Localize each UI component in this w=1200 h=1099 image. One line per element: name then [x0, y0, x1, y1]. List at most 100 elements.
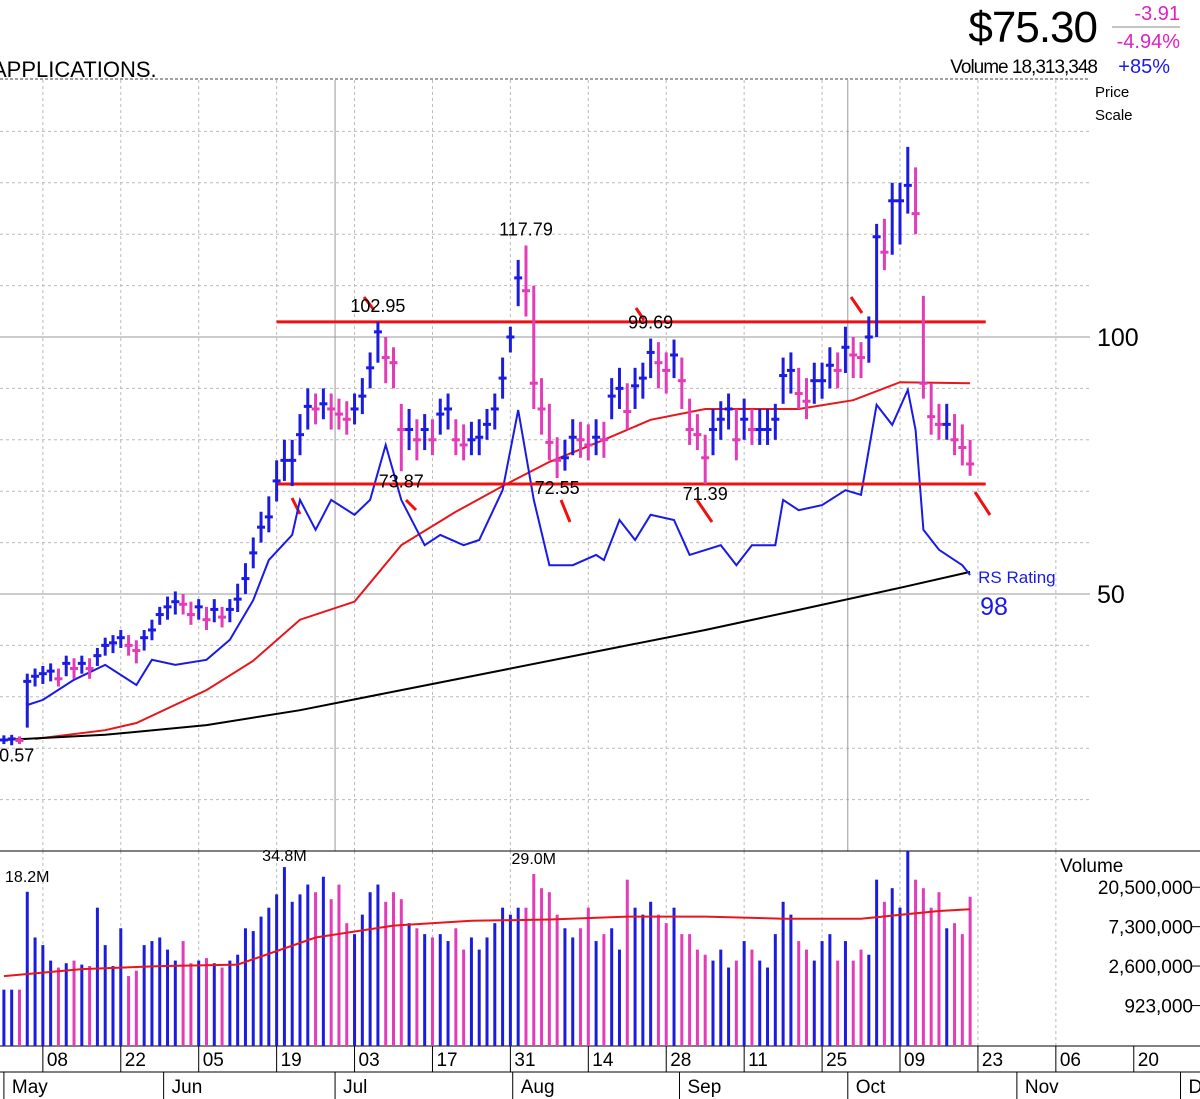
- volume-bar: [859, 949, 863, 1046]
- volume-bar: [337, 884, 341, 1046]
- volume-bar: [197, 960, 201, 1046]
- volume-bar: [610, 928, 614, 1046]
- x-tick-label: 06: [1060, 1050, 1081, 1071]
- volume-tick-label: 7,300,000: [1108, 918, 1193, 939]
- volume-bar: [189, 963, 193, 1046]
- volume-bar: [836, 960, 840, 1046]
- volume-bar: [430, 937, 434, 1046]
- price-change: -3.91: [1134, 3, 1180, 25]
- volume-bar: [493, 923, 497, 1046]
- volume-bar: [586, 907, 590, 1046]
- volume-bar: [80, 964, 84, 1046]
- volume-bar: [820, 941, 824, 1046]
- volume-bar: [641, 914, 645, 1046]
- volume-bar: [766, 967, 770, 1046]
- pivot-mark: [290, 497, 302, 515]
- volume-bar: [617, 949, 621, 1046]
- volume-bar: [812, 960, 816, 1046]
- line: [26, 386, 971, 706]
- pivot-mark: [695, 499, 714, 523]
- volume-bar: [571, 937, 575, 1046]
- volume-bar: [540, 888, 544, 1046]
- volume-bar: [158, 937, 162, 1046]
- volume-annotation: 29.0M: [512, 851, 556, 868]
- volume-bar: [2, 989, 6, 1046]
- month-label: Nov: [1025, 1077, 1059, 1098]
- price-annotation: 71.39: [683, 484, 728, 504]
- last-price: $75.30: [968, 3, 1097, 52]
- volume-bar: [804, 949, 808, 1046]
- line: [3, 570, 971, 741]
- volume-bar: [649, 901, 653, 1046]
- volume-bar: [680, 934, 684, 1046]
- x-tick-label: 23: [982, 1050, 1003, 1071]
- volume-bar: [789, 914, 793, 1046]
- volume-bar: [17, 989, 21, 1046]
- volume-bar: [797, 941, 801, 1046]
- volume-title: Volume: [1060, 856, 1123, 877]
- month-label: Aug: [521, 1077, 555, 1098]
- volume-bar: [454, 928, 458, 1046]
- volume-bar: [921, 888, 925, 1046]
- volume-bar: [33, 937, 37, 1046]
- rs-rating: 98: [980, 593, 1008, 621]
- month-label: D: [1189, 1077, 1200, 1098]
- volume-bar: [56, 967, 60, 1046]
- price-scale-label: Scale: [1095, 107, 1133, 124]
- volume-tick-label: 2,600,000: [1108, 957, 1193, 978]
- volume-bar: [579, 928, 583, 1046]
- volume-bar: [688, 934, 692, 1046]
- price-annotation: 73.87: [379, 471, 424, 491]
- month-label: Jul: [343, 1077, 367, 1098]
- volume-bar: [703, 954, 707, 1046]
- volume-bar: [875, 879, 879, 1046]
- volume-bar: [953, 923, 957, 1046]
- company-name: APPLICATIONS.: [0, 57, 157, 82]
- volume-bar: [41, 945, 45, 1046]
- month-label: May: [12, 1077, 48, 1098]
- volume-bar: [937, 892, 941, 1046]
- volume-bars: [2, 851, 972, 1046]
- volume-bar: [142, 945, 146, 1046]
- x-tick-label: 28: [670, 1050, 691, 1071]
- volume-annotation: 18.2M: [5, 869, 49, 886]
- month-label: Jun: [172, 1077, 203, 1098]
- volume-bar: [228, 960, 232, 1046]
- price-change-pct: -4.94%: [1117, 31, 1181, 53]
- volume-bar: [462, 949, 466, 1046]
- pivot-mark: [404, 498, 418, 512]
- volume-bar: [282, 867, 286, 1046]
- volume-bar: [960, 934, 964, 1046]
- price-scale-label: Price: [1095, 84, 1129, 101]
- x-tick-label: 31: [514, 1050, 535, 1071]
- price-annotation: 99.69: [628, 313, 673, 333]
- volume-bar: [563, 928, 567, 1046]
- volume-bar: [890, 888, 894, 1046]
- pivot-marks: [290, 296, 992, 523]
- volume-change: +85%: [1118, 56, 1170, 78]
- volume-bar: [204, 958, 208, 1046]
- volume-label: Volume 18,313,348: [950, 57, 1097, 78]
- volume-bar: [259, 916, 263, 1046]
- volume-bar: [695, 949, 699, 1046]
- volume-bar: [127, 976, 131, 1046]
- volume-bar: [945, 928, 949, 1046]
- volume-bar: [727, 967, 731, 1046]
- volume-bar: [360, 914, 364, 1046]
- volume-bar: [407, 923, 411, 1046]
- volume-bar: [353, 934, 357, 1046]
- volume-bar: [906, 851, 910, 1046]
- volume-tick-label: 20,500,000: [1098, 878, 1193, 899]
- volume-bar: [734, 960, 738, 1046]
- volume-bar: [415, 928, 419, 1046]
- volume-bar: [329, 899, 333, 1046]
- volume-bar: [220, 967, 224, 1046]
- volume-bar: [64, 963, 68, 1046]
- line: [3, 908, 971, 978]
- x-tick-label: 17: [436, 1050, 457, 1071]
- volume-bar: [516, 907, 520, 1046]
- volume-bar: [345, 923, 349, 1046]
- volume-bar: [267, 907, 271, 1046]
- volume-bar: [72, 960, 76, 1046]
- volume-bar: [243, 928, 247, 1046]
